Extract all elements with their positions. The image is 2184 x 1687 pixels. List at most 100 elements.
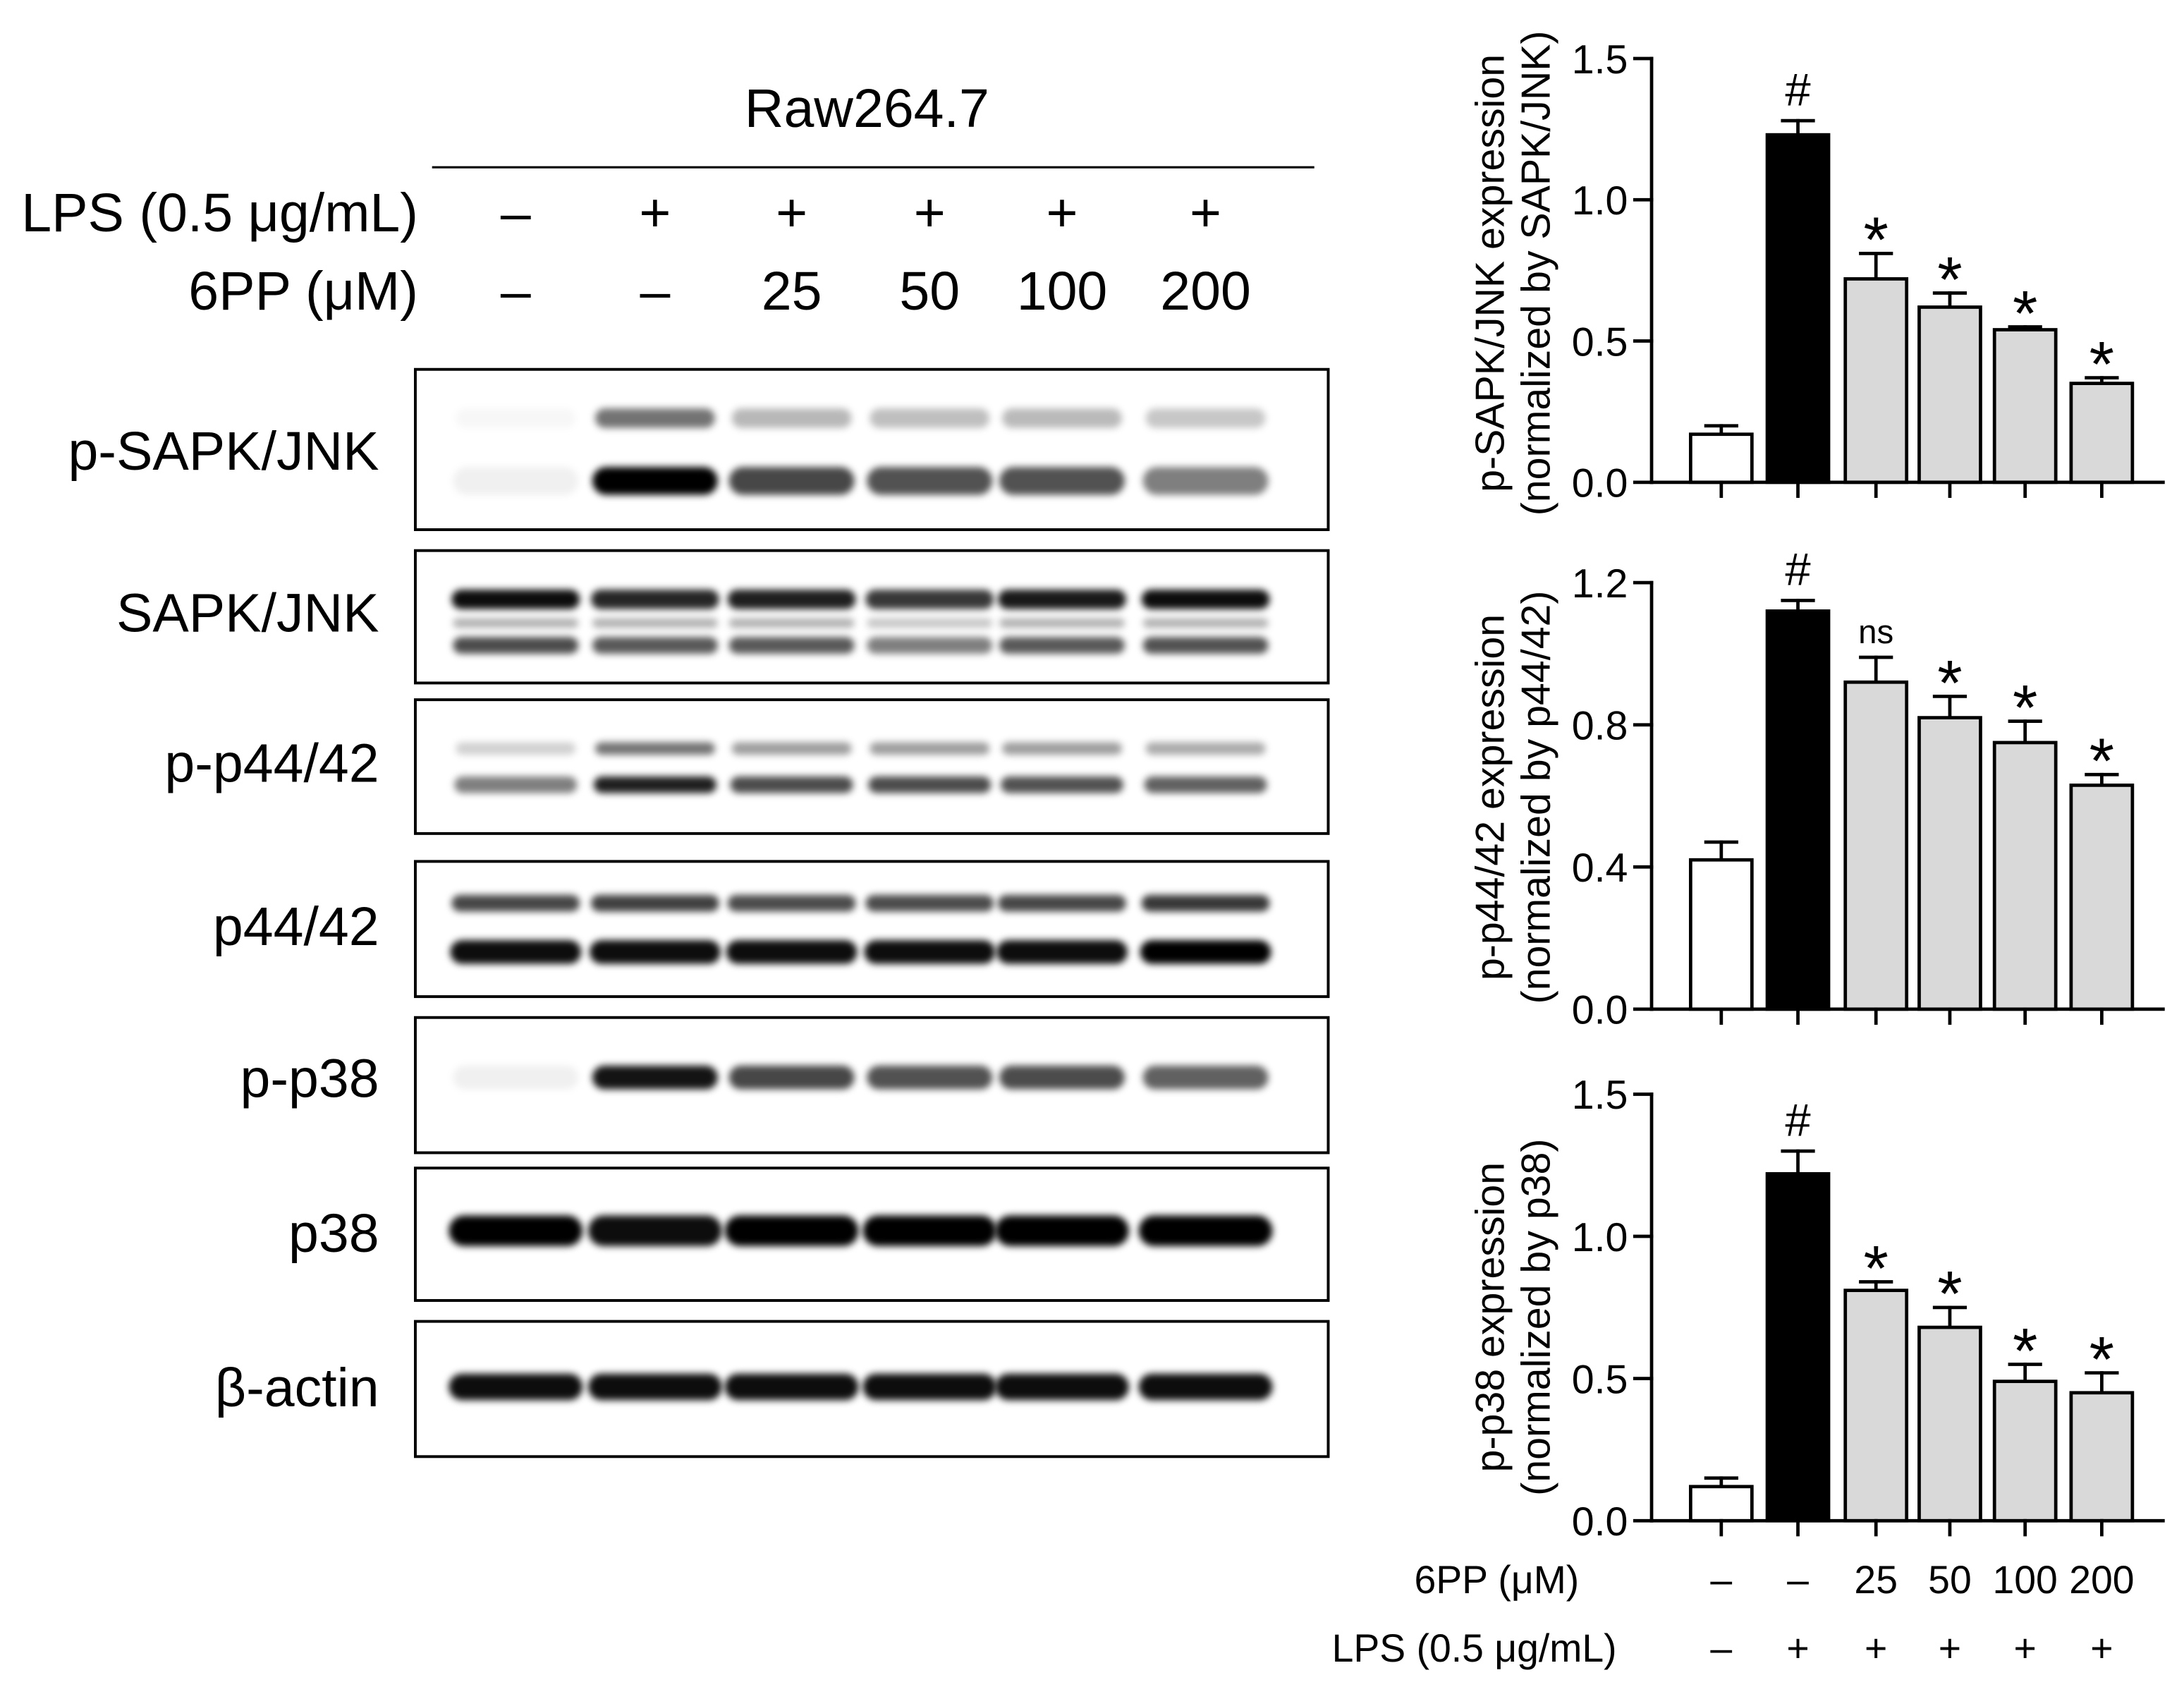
blot-band xyxy=(1001,776,1123,793)
bar xyxy=(1765,609,1831,1011)
lane-treatment-labels: – + + + + + – – 25 50 100 200 xyxy=(501,183,1251,322)
lps-lane-value: – xyxy=(501,183,531,243)
blot-band xyxy=(451,590,580,609)
significance-marker: * xyxy=(1864,1233,1889,1304)
blot-band xyxy=(1140,940,1271,964)
bar xyxy=(2069,1391,2135,1523)
y-axis-label: p-p44/42 expression xyxy=(1468,614,1513,980)
blot-band xyxy=(592,467,718,495)
blot-band xyxy=(728,618,855,628)
bar-charts: p-SAPK/JNK expression (normalized by SAPK… xyxy=(1468,30,2165,1545)
blot-row: β-actin xyxy=(215,1320,1330,1458)
significance-marker: * xyxy=(2013,278,2037,349)
bar xyxy=(1992,1380,2058,1523)
blot-band xyxy=(456,742,576,755)
blot-band xyxy=(995,1373,1129,1401)
x-row-value: – xyxy=(1710,1626,1732,1670)
x-row-value: + xyxy=(2014,1626,2037,1670)
blot-band xyxy=(731,408,852,428)
x-row-value: 200 xyxy=(2069,1558,2134,1602)
bar xyxy=(1765,133,1831,485)
compound-lane-value: – xyxy=(640,261,670,322)
y-axis-label: (normalized by SAPK/JNK) xyxy=(1514,30,1559,516)
blot-row: p44/42 xyxy=(213,860,1330,999)
blot-label: p-SAPK/JNK xyxy=(68,421,379,482)
bar xyxy=(1843,277,1909,485)
compound-row-label: 6PP (μM) xyxy=(188,261,418,322)
y-axis-label: (normalized by p38) xyxy=(1514,1138,1559,1495)
blot-band xyxy=(590,940,721,964)
blot-band xyxy=(862,1373,997,1401)
lps-lane-value: + xyxy=(914,183,946,243)
blot-band xyxy=(999,618,1125,628)
blot-band xyxy=(867,618,993,628)
y-tick-label: 1.0 xyxy=(1572,1215,1628,1260)
blot-band xyxy=(870,742,990,755)
y-tick-label: 0.4 xyxy=(1572,846,1628,891)
blot-row: p-p38 xyxy=(240,1016,1330,1155)
blot-band xyxy=(870,408,990,428)
y-axis-label: p-SAPK/JNK expression xyxy=(1468,54,1513,492)
blot-band xyxy=(727,894,856,912)
blot-band xyxy=(995,1215,1129,1246)
lps-lane-value: + xyxy=(776,183,807,243)
significance-marker: # xyxy=(1785,63,1810,115)
bar-chart: p-p44/42 expression (normalized by p44/42… xyxy=(1468,544,2165,1033)
y-tick-label: 0.0 xyxy=(1572,1499,1628,1545)
blot-band xyxy=(728,637,855,654)
blot-band xyxy=(998,590,1126,609)
bar xyxy=(1843,1289,1909,1523)
bar xyxy=(2069,784,2135,1011)
significance-marker: # xyxy=(1785,1094,1810,1145)
blot-band xyxy=(1138,1373,1273,1401)
blot-band xyxy=(588,1215,722,1246)
bar xyxy=(1688,1485,1754,1523)
blot-band xyxy=(728,467,855,495)
bar-chart: p-SAPK/JNK expression (normalized by SAPK… xyxy=(1468,30,2165,516)
blot-band xyxy=(592,618,718,628)
blot-band xyxy=(999,1065,1125,1090)
blot-band xyxy=(1141,894,1270,912)
blot-band xyxy=(724,1215,859,1246)
compound-lane-value: – xyxy=(501,261,531,322)
blot-band xyxy=(451,894,580,912)
blot-band xyxy=(1142,637,1269,654)
bar xyxy=(1992,328,2058,485)
blot-band xyxy=(590,590,719,609)
compound-lane-value: 50 xyxy=(899,261,960,322)
bar xyxy=(1688,858,1754,1011)
blot-band xyxy=(998,894,1126,912)
blot-label: p-p38 xyxy=(240,1048,379,1109)
y-tick-label: 1.2 xyxy=(1572,561,1628,607)
blot-band xyxy=(449,1373,583,1401)
y-axis-label: p-p38 expression xyxy=(1468,1162,1513,1473)
blot-band xyxy=(590,894,719,912)
blot-band xyxy=(728,1065,855,1090)
blot-band xyxy=(865,894,994,912)
blot-label: β-actin xyxy=(215,1358,379,1418)
blot-box xyxy=(413,860,1330,999)
blot-band xyxy=(999,637,1125,654)
compound-lane-value: 200 xyxy=(1160,261,1251,322)
blot-band xyxy=(1142,467,1269,495)
blot-label: p-p44/42 xyxy=(164,733,379,794)
significance-marker: # xyxy=(1785,544,1810,595)
blot-band xyxy=(1144,776,1267,793)
blot-band xyxy=(593,776,716,793)
lps-lane-value: + xyxy=(1190,183,1221,243)
bar xyxy=(1917,1325,1982,1523)
bar-chart: p-p38 expression (normalized by p38) 0.0 0.… xyxy=(1468,1073,2165,1545)
blot-band xyxy=(453,467,579,495)
blot-label: p38 xyxy=(288,1203,379,1264)
x-row-value: – xyxy=(1710,1558,1732,1602)
significance-marker: * xyxy=(1864,205,1889,276)
blot-band xyxy=(865,590,994,609)
x-row-value: + xyxy=(1786,1626,1809,1670)
blot-row: p-p44/42 xyxy=(164,698,1330,835)
x-row-value: 100 xyxy=(1993,1558,2058,1602)
y-tick-label: 1.5 xyxy=(1572,37,1628,83)
blot-band xyxy=(864,940,996,964)
significance-marker: * xyxy=(1937,647,1962,719)
y-tick-label: 0.5 xyxy=(1572,319,1628,365)
blot-band xyxy=(592,1065,718,1090)
